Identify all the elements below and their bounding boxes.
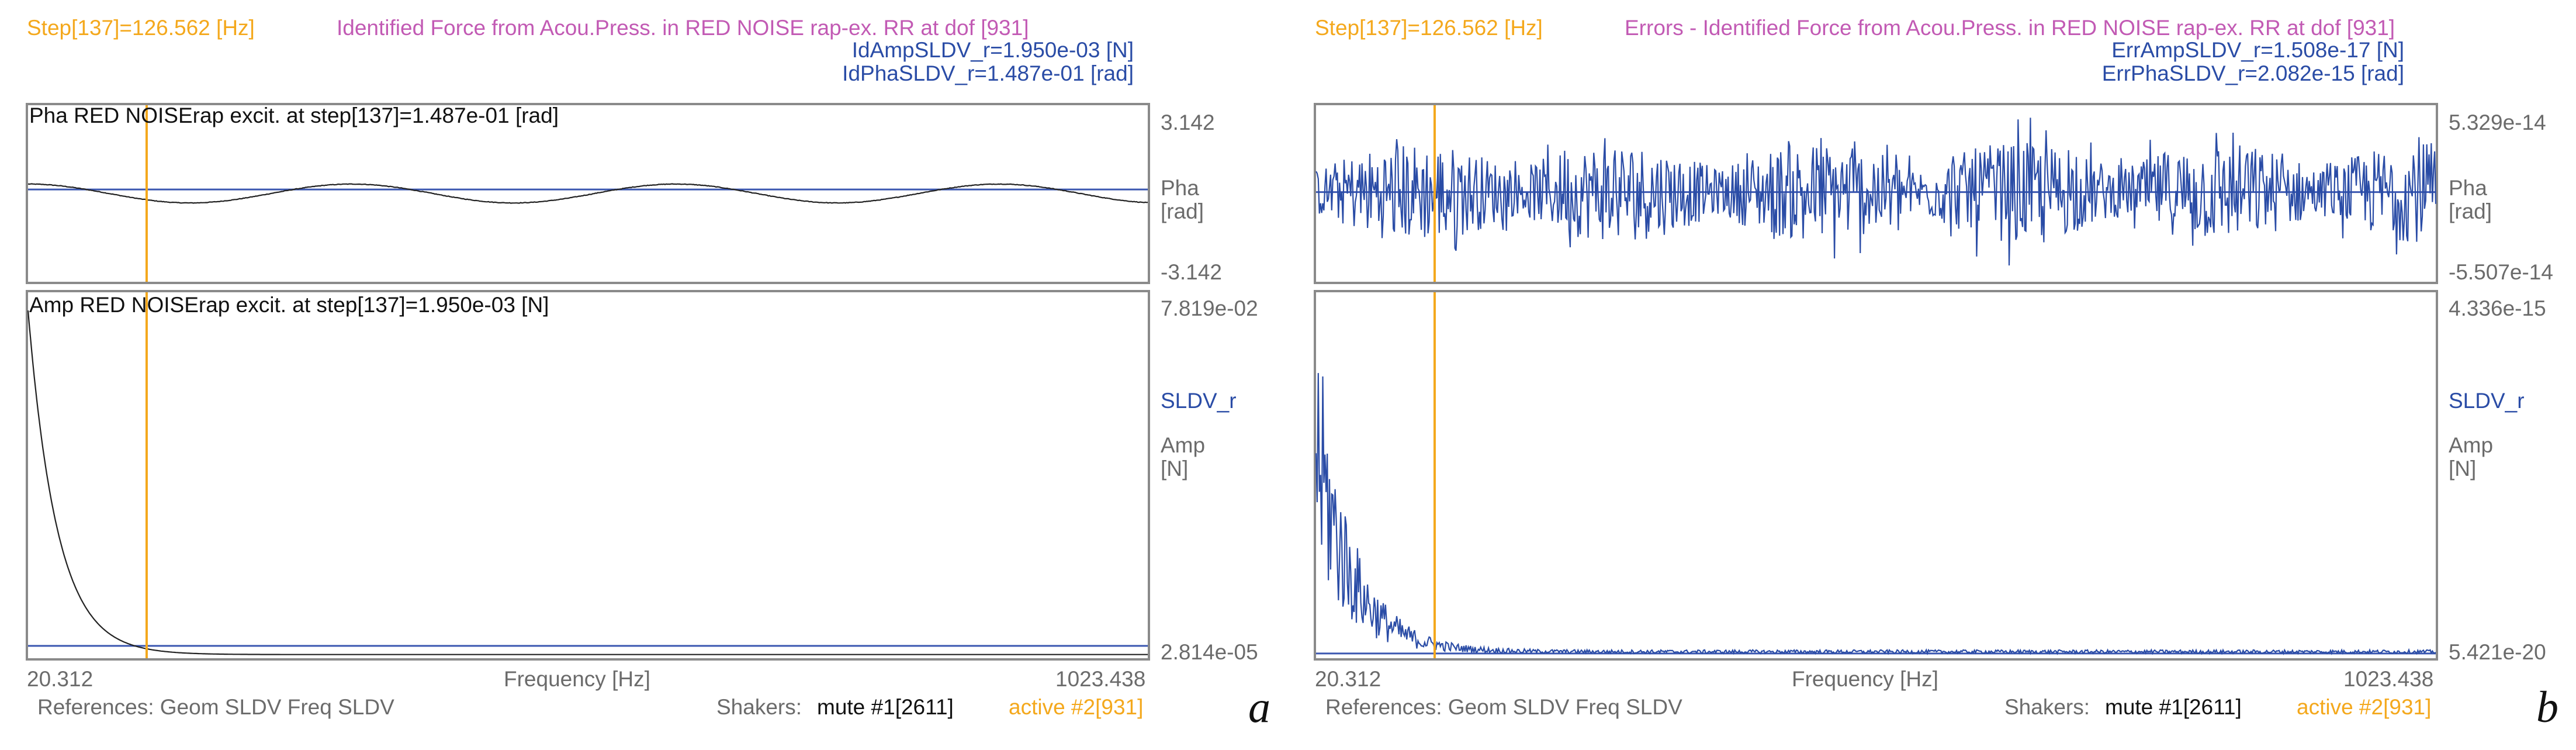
amplitude-axis-name: Amp bbox=[2449, 433, 2494, 457]
info-pha: IdPhaSLDV_r=1.487e-01 [rad] bbox=[842, 61, 1134, 85]
phase-axis-unit: [rad] bbox=[2449, 199, 2492, 223]
info-pha: ErrPhaSLDV_r=2.082e-15 [rad] bbox=[2101, 61, 2404, 85]
x-max-label: 1023.438 bbox=[2343, 667, 2434, 691]
panel-letter: b bbox=[2536, 683, 2558, 732]
phase-y-min: -3.142 bbox=[1161, 260, 1222, 284]
chart-title: Identified Force from Acou.Press. in RED… bbox=[337, 16, 1029, 40]
series-line bbox=[1315, 117, 2437, 266]
shakers-label: Shakers: bbox=[2004, 695, 2090, 719]
references-text: References: Geom SLDV Freq SLDV bbox=[1325, 695, 1682, 719]
series-line bbox=[27, 183, 1148, 204]
panel-b: Step[137]=126.562 [Hz] Errors - Identifi… bbox=[1288, 0, 2562, 750]
shaker-mute: mute #1[2611] bbox=[817, 695, 954, 719]
phase-plot bbox=[27, 105, 1148, 282]
phase-axis-unit: [rad] bbox=[1161, 199, 1204, 223]
phase-y-max: 5.329e-14 bbox=[2449, 110, 2546, 134]
shaker-mute: mute #1[2611] bbox=[2105, 695, 2242, 719]
x-min-label: 20.312 bbox=[1315, 667, 1382, 691]
series-name: SLDV_r bbox=[2449, 389, 2525, 413]
amplitude-plot-frame bbox=[1314, 290, 2438, 661]
info-amp: IdAmpSLDV_r=1.950e-03 [N] bbox=[851, 38, 1134, 62]
amplitude-plot-label: Amp RED NOISErap excit. at step[137]=1.9… bbox=[29, 293, 549, 317]
series-name: SLDV_r bbox=[1161, 389, 1237, 413]
phase-axis-name: Pha bbox=[1161, 176, 1199, 200]
amplitude-y-min: 2.814e-05 bbox=[1161, 640, 1258, 664]
phase-plot-label: Pha RED NOISErap excit. at step[137]=1.4… bbox=[29, 103, 559, 127]
amplitude-y-max: 4.336e-15 bbox=[2449, 296, 2546, 320]
amplitude-plot bbox=[27, 292, 1148, 658]
references-text: References: Geom SLDV Freq SLDV bbox=[37, 695, 394, 719]
phase-axis-name: Pha bbox=[2449, 176, 2487, 200]
x-axis-label: Frequency [Hz] bbox=[504, 667, 650, 691]
phase-plot-frame bbox=[26, 103, 1150, 284]
phase-y-max: 3.142 bbox=[1161, 110, 1215, 134]
phase-y-min: -5.507e-14 bbox=[2449, 260, 2553, 284]
shakers-label: Shakers: bbox=[716, 695, 802, 719]
x-axis-label: Frequency [Hz] bbox=[1792, 667, 1938, 691]
step-label: Step[137]=126.562 [Hz] bbox=[1315, 16, 1543, 40]
series-line bbox=[27, 310, 1148, 655]
amplitude-axis-unit: [N] bbox=[2449, 457, 2477, 481]
amplitude-plot bbox=[1315, 292, 2436, 658]
amplitude-plot-frame bbox=[26, 290, 1150, 661]
info-amp: ErrAmpSLDV_r=1.508e-17 [N] bbox=[2111, 38, 2404, 62]
panel-letter: a bbox=[1248, 683, 1270, 732]
amplitude-axis-name: Amp bbox=[1161, 433, 1206, 457]
phase-plot bbox=[1315, 105, 2437, 282]
step-label: Step[137]=126.562 [Hz] bbox=[27, 16, 255, 40]
x-max-label: 1023.438 bbox=[1055, 667, 1146, 691]
x-min-label: 20.312 bbox=[27, 667, 94, 691]
shaker-active: active #2[931] bbox=[2297, 695, 2432, 719]
panel-a: Step[137]=126.562 [Hz] Identified Force … bbox=[0, 0, 1274, 750]
chart-title: Errors - Identified Force from Acou.Pres… bbox=[1625, 16, 2395, 40]
amplitude-axis-unit: [N] bbox=[1161, 457, 1189, 481]
amplitude-y-min: 5.421e-20 bbox=[2449, 640, 2546, 664]
series-line bbox=[1315, 373, 2436, 656]
shaker-active: active #2[931] bbox=[1009, 695, 1144, 719]
amplitude-y-max: 7.819e-02 bbox=[1161, 296, 1258, 320]
